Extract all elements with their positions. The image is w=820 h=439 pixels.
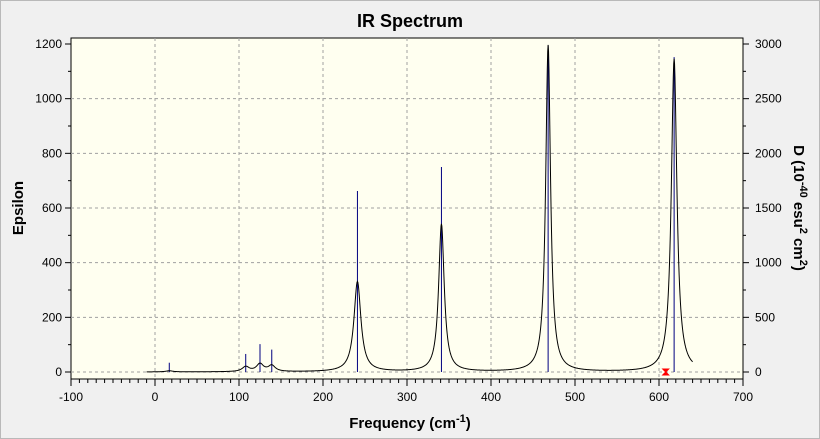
y2-tick-label: 500 [755, 310, 775, 324]
x-axis-label: Frequency (cm-1) [349, 413, 470, 432]
y-tick-label: 400 [42, 256, 62, 270]
y-axis-left: 0 200 400 600 800 1000 1200 [35, 37, 71, 379]
grid-lines [71, 38, 743, 379]
y-tick-label: 800 [42, 146, 62, 160]
x-tick-label: 0 [152, 390, 159, 404]
y2-axis-label: D (10-40 esu2 cm2) [790, 145, 809, 271]
y2-tick-label: 2500 [755, 92, 782, 106]
y-axis-label: Epsilon [10, 181, 27, 235]
y2-tick-label: 3000 [755, 37, 782, 51]
x-tick-label: 700 [733, 390, 753, 404]
chart-title: IR Spectrum [357, 11, 463, 31]
marker-icon [661, 368, 670, 376]
x-tick-label: -100 [59, 390, 83, 404]
y-tick-label: 1200 [35, 37, 62, 51]
x-tick-label: 400 [481, 390, 501, 404]
y-tick-label: 200 [42, 310, 62, 324]
y-axis-right: 0 500 1000 1500 2000 2500 3000 [743, 37, 782, 379]
y2-tick-label: 2000 [755, 146, 782, 160]
x-tick-label: 200 [313, 390, 333, 404]
selection-marker[interactable] [661, 368, 670, 376]
y-tick-label: 600 [42, 201, 62, 215]
x-tick-label: 300 [397, 390, 417, 404]
x-tick-label: 100 [229, 390, 249, 404]
x-tick-label: 600 [649, 390, 669, 404]
y2-tick-label: 0 [755, 365, 762, 379]
y2-tick-label: 1000 [755, 256, 782, 270]
y2-tick-label: 1500 [755, 201, 782, 215]
y-tick-label: 1000 [35, 92, 62, 106]
x-axis: -100 0 100 200 300 400 500 600 700 [59, 379, 753, 404]
x-tick-label: 500 [565, 390, 585, 404]
y-tick-label: 0 [55, 365, 62, 379]
spectrum-line [146, 44, 693, 373]
